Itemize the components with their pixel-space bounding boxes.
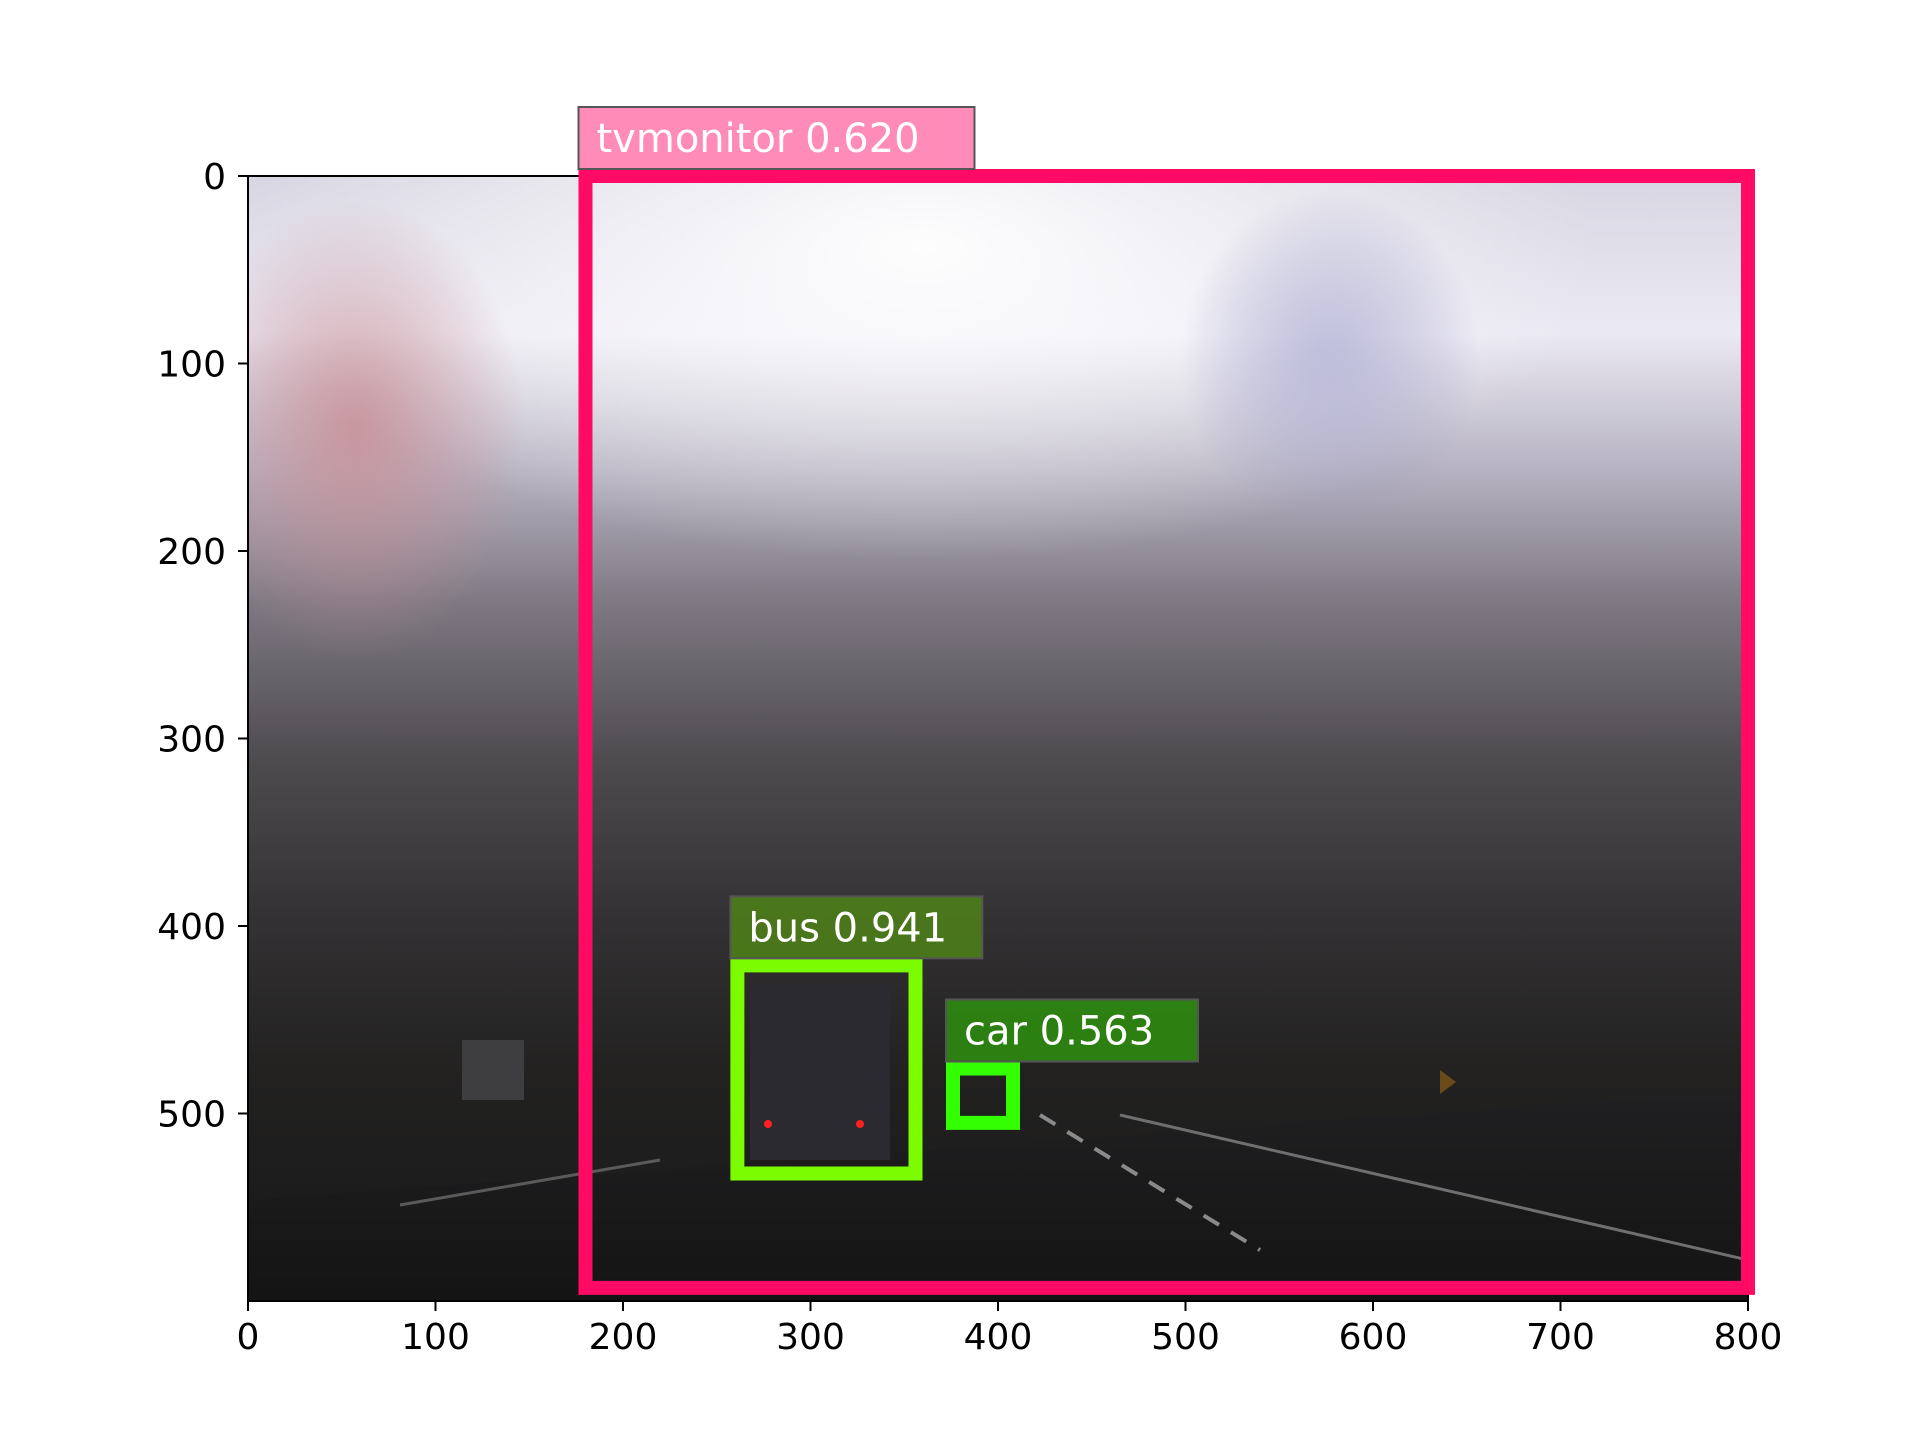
bus-bounding-box <box>730 958 923 1181</box>
x-tick-label: 100 <box>401 1317 470 1358</box>
x-tick-label: 400 <box>964 1317 1033 1358</box>
y-axis: 0 100 200 300 400 500 <box>157 157 248 1136</box>
x-tick-label: 500 <box>1151 1317 1220 1358</box>
detection-tvmonitor: tvmonitor 0.620 <box>577 106 1755 1295</box>
y-tick-label: 300 <box>157 720 226 761</box>
detection-layer: tvmonitor 0.620 bus 0.941 car 0.563 <box>577 106 1755 1295</box>
car-label-background <box>945 998 1199 1063</box>
x-tick-label: 300 <box>776 1317 845 1358</box>
truck-rear <box>750 985 890 1160</box>
y-tick-label: 400 <box>157 907 226 948</box>
x-tick-label: 600 <box>1339 1317 1408 1358</box>
x-tick-label: 800 <box>1714 1317 1783 1358</box>
y-tick-label: 100 <box>157 345 226 386</box>
x-axis: 0 100 200 300 400 500 600 700 800 <box>237 1301 1783 1358</box>
bus-label: bus 0.941 <box>748 905 947 951</box>
tvmonitor-label: tvmonitor 0.620 <box>597 116 920 162</box>
x-tick-label: 0 <box>237 1317 260 1358</box>
x-tick-label: 700 <box>1526 1317 1595 1358</box>
car-bounding-box <box>946 1061 1020 1130</box>
detection-car: car 0.563 <box>945 998 1199 1130</box>
y-tick-label: 0 <box>203 157 226 198</box>
tvmonitor-bounding-box <box>578 169 1755 1295</box>
tvmonitor-label-background <box>577 106 976 170</box>
bus-label-background <box>729 895 984 960</box>
y-tick-label: 500 <box>157 1095 226 1136</box>
foggy-road-photo <box>248 176 1748 1301</box>
x-tick-label: 200 <box>589 1317 658 1358</box>
y-tick-label: 200 <box>157 532 226 573</box>
car-label: car 0.563 <box>964 1009 1154 1055</box>
detection-bus: bus 0.941 <box>729 895 984 1181</box>
